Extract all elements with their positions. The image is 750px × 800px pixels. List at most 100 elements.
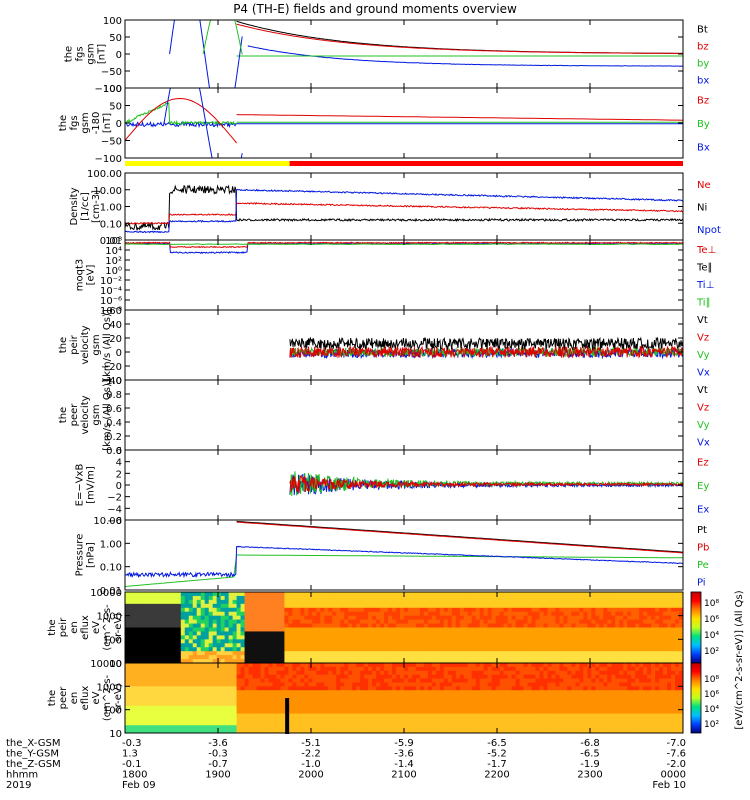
spec-cell bbox=[336, 713, 341, 719]
spec-cell bbox=[487, 686, 493, 691]
spec-cell bbox=[232, 709, 238, 715]
spec-cell bbox=[296, 603, 301, 609]
spec-cell bbox=[304, 705, 309, 711]
spec-cell bbox=[551, 592, 557, 597]
spec-cell bbox=[487, 603, 493, 609]
spec-cell bbox=[439, 619, 445, 625]
spec-cell bbox=[292, 698, 297, 703]
spec-cell bbox=[244, 663, 250, 668]
spec-cell bbox=[364, 705, 369, 711]
spec-cell bbox=[427, 627, 433, 633]
spec-cell bbox=[563, 651, 569, 656]
spec-cell bbox=[300, 698, 305, 703]
spec-cell bbox=[631, 607, 636, 613]
spec-cell bbox=[324, 663, 329, 668]
spec-cell bbox=[360, 592, 365, 597]
spec-cell bbox=[296, 647, 301, 652]
spec-cell bbox=[411, 655, 417, 660]
spec-cell bbox=[128, 698, 134, 703]
spec-cell bbox=[531, 611, 537, 617]
spec-cell bbox=[300, 651, 305, 656]
spec-cell bbox=[248, 651, 254, 656]
spec-cell bbox=[611, 713, 616, 719]
spec-cell bbox=[352, 713, 357, 719]
spec-cell bbox=[125, 647, 130, 652]
spec-cell bbox=[547, 713, 553, 719]
spec-cell bbox=[360, 666, 365, 672]
spec-cell bbox=[368, 713, 373, 719]
spec-cell bbox=[212, 721, 218, 726]
spec-cell bbox=[140, 603, 146, 609]
spec-cell bbox=[144, 595, 150, 601]
spec-cell bbox=[511, 729, 517, 733]
spec-cell bbox=[595, 729, 600, 733]
spec-cell bbox=[228, 729, 234, 733]
spec-cell bbox=[423, 725, 429, 730]
spec-cell bbox=[627, 659, 632, 663]
spec-cell bbox=[467, 729, 473, 733]
spec-cell bbox=[164, 698, 170, 703]
spec-cell bbox=[431, 678, 437, 684]
spec-cell bbox=[304, 686, 309, 691]
spec-cell bbox=[439, 607, 445, 613]
spec-cell bbox=[284, 682, 290, 687]
spec-cell bbox=[615, 705, 620, 711]
spec-cell bbox=[324, 631, 329, 636]
spec-cell bbox=[419, 607, 425, 613]
spec-cell bbox=[503, 705, 509, 711]
spec-cell bbox=[543, 670, 549, 676]
spec-cell bbox=[248, 659, 254, 663]
spec-cell bbox=[268, 627, 274, 633]
spec-cell bbox=[148, 698, 154, 703]
spec-cell bbox=[244, 725, 250, 730]
spec-cell bbox=[543, 607, 549, 613]
spec-cell bbox=[156, 631, 162, 636]
spec-cell bbox=[304, 647, 309, 652]
spec-cell bbox=[348, 603, 353, 609]
spec-cell bbox=[144, 627, 150, 633]
spec-cell bbox=[595, 678, 600, 684]
spec-cell bbox=[128, 666, 134, 672]
spec-cell bbox=[204, 592, 210, 597]
spec-cell bbox=[396, 666, 401, 672]
spec-cell bbox=[523, 607, 529, 613]
spec-cell bbox=[376, 682, 381, 687]
spec-cell bbox=[435, 639, 441, 644]
spec-cell bbox=[128, 599, 134, 605]
spec-cell bbox=[407, 674, 413, 680]
spec-cell bbox=[320, 678, 325, 684]
spec-cell bbox=[563, 698, 569, 703]
spec-cell bbox=[547, 674, 553, 680]
bx-swing bbox=[163, 88, 243, 158]
spec-cell bbox=[659, 635, 664, 640]
spec-cell bbox=[595, 682, 600, 687]
spec-cell bbox=[148, 717, 154, 722]
spec-cell bbox=[643, 670, 648, 676]
spec-cell bbox=[404, 682, 409, 687]
spec-cell bbox=[439, 709, 445, 715]
spec-cell bbox=[320, 694, 325, 699]
spec-cell bbox=[312, 635, 317, 640]
spec-cell bbox=[380, 717, 385, 722]
spec-cell bbox=[340, 690, 345, 695]
spec-cell bbox=[392, 670, 397, 676]
spec-cell bbox=[619, 607, 624, 613]
spec-cell bbox=[132, 670, 138, 676]
spec-cell bbox=[575, 725, 580, 730]
spec-cell bbox=[380, 694, 385, 699]
spec-cell bbox=[200, 686, 206, 691]
spec-cell bbox=[192, 631, 198, 636]
spec-cell bbox=[252, 725, 258, 730]
spec-cell bbox=[587, 603, 592, 609]
spec-cell bbox=[376, 592, 381, 597]
spec-cell bbox=[392, 694, 397, 699]
spec-cell bbox=[220, 678, 226, 684]
spec-cell bbox=[491, 651, 497, 656]
spec-cell bbox=[431, 631, 437, 636]
spec-cell bbox=[655, 690, 660, 695]
spec-cell bbox=[575, 666, 580, 672]
spec-cell bbox=[635, 709, 640, 715]
spec-cell bbox=[204, 595, 210, 601]
spec-cell bbox=[132, 709, 138, 715]
spec-cell bbox=[192, 627, 198, 633]
